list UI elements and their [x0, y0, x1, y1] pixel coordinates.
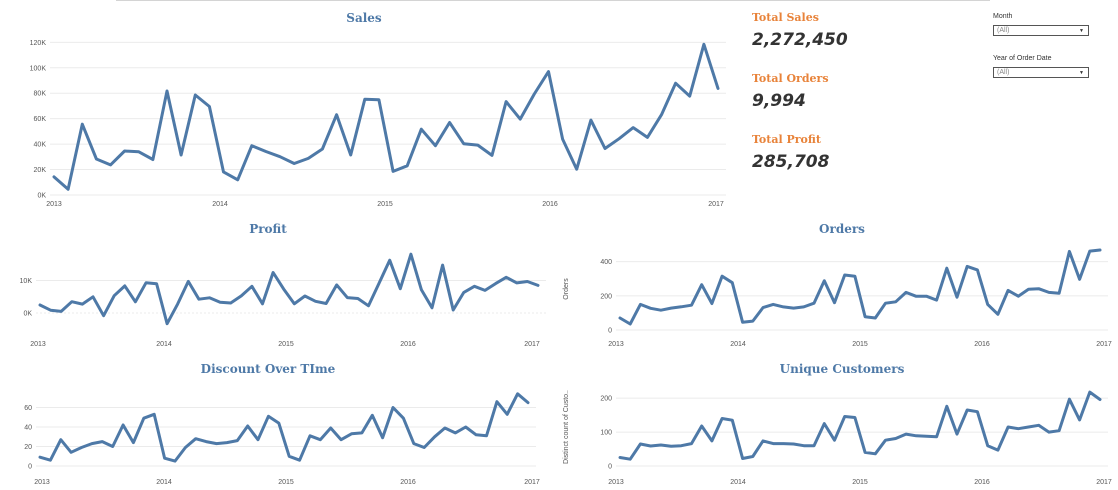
y-tick-label: 100K [30, 65, 47, 72]
x-tick-label: 2016 [400, 341, 416, 348]
month-filter-label: Month [993, 13, 1013, 20]
x-tick-label: 2017 [524, 341, 540, 348]
y-axis-title: Orders [563, 278, 570, 300]
y-tick-label: 0 [28, 464, 32, 471]
x-tick-label: 2016 [542, 201, 558, 208]
y-tick-label: 100 [600, 430, 612, 437]
x-tick-label: 2015 [278, 479, 294, 486]
x-tick-label: 2015 [852, 341, 868, 348]
x-tick-label: 2013 [34, 479, 50, 486]
y-tick-label: 60K [34, 116, 47, 123]
total-profit-label: Total Profit [752, 133, 821, 146]
month-filter-value: (All) [997, 27, 1010, 34]
series-line [618, 390, 1102, 461]
customers-chart-title: Unique Customers [779, 362, 905, 376]
month-filter-dropdown[interactable]: (All) ▼ [993, 25, 1089, 36]
y-tick-label: 20 [24, 444, 32, 451]
series-line [618, 248, 1102, 326]
y-tick-label: 20K [34, 167, 47, 174]
x-tick-label: 2016 [974, 341, 990, 348]
year-filter-value: (All) [997, 69, 1010, 76]
y-tick-label: 0K [37, 193, 46, 200]
sales-line-chart[interactable]: 0K 20K 40K 60K 80K 100K 120K 2013 2014 2015 2016 20… [4, 30, 734, 210]
x-tick-label: 2015 [278, 341, 294, 348]
discount-line-chart[interactable]: 0 20 40 60 2013 2014 2015 2016 2017 [4, 380, 554, 490]
profit-line-chart[interactable]: 0K 10K 2013 2014 2015 2016 2017 [4, 240, 554, 352]
total-profit-value: 285,708 [752, 152, 830, 172]
y-tick-label: 0 [608, 464, 612, 471]
y-tick-label: 40K [34, 142, 47, 149]
x-tick-label: 2016 [974, 479, 990, 486]
chevron-down-icon: ▼ [1079, 70, 1084, 76]
chevron-down-icon: ▼ [1079, 28, 1084, 34]
top-divider [116, 0, 990, 1]
year-filter-label: Year of Order Date [993, 55, 1052, 62]
customers-line-chart[interactable]: 0 100 200 2013 2014 2015 2016 2017 Distinct coun… [560, 380, 1116, 490]
total-sales-label: Total Sales [752, 11, 819, 24]
x-tick-label: 2014 [212, 201, 228, 208]
x-tick-label: 2014 [730, 479, 746, 486]
x-tick-label: 2013 [30, 341, 46, 348]
total-orders-label: Total Orders [752, 72, 829, 85]
orders-line-chart[interactable]: 0 200 400 2013 2014 2015 2016 2017 Orders [560, 240, 1116, 352]
x-tick-label: 2017 [524, 479, 540, 486]
x-tick-label: 2016 [400, 479, 416, 486]
y-tick-label: 200 [600, 293, 612, 300]
x-tick-label: 2015 [852, 479, 868, 486]
y-tick-label: 0 [608, 328, 612, 335]
profit-chart-title: Profit [249, 222, 287, 236]
y-tick-label: 0K [23, 311, 32, 318]
y-tick-label: 80K [34, 91, 47, 98]
total-sales-value: 2,272,450 [752, 30, 848, 50]
total-orders-value: 9,994 [752, 91, 806, 111]
x-tick-label: 2014 [156, 479, 172, 486]
y-tick-label: 60 [24, 405, 32, 412]
year-filter-dropdown[interactable]: (All) ▼ [993, 67, 1089, 78]
y-tick-label: 200 [600, 396, 612, 403]
y-tick-label: 120K [30, 40, 47, 47]
y-tick-label: 40 [24, 425, 32, 432]
series-line [52, 42, 720, 191]
x-tick-label: 2014 [730, 341, 746, 348]
series-line [38, 252, 540, 326]
x-tick-label: 2013 [608, 341, 624, 348]
x-tick-label: 2013 [46, 201, 62, 208]
x-tick-label: 2013 [608, 479, 624, 486]
sales-chart-title: Sales [346, 11, 382, 25]
x-tick-label: 2017 [1096, 341, 1112, 348]
y-tick-label: 10K [20, 278, 33, 285]
discount-chart-title: Discount Over TIme [200, 362, 336, 376]
x-tick-label: 2015 [377, 201, 393, 208]
series-line [38, 392, 530, 463]
x-tick-label: 2017 [1096, 479, 1112, 486]
x-tick-label: 2014 [156, 341, 172, 348]
y-axis-title: Distinct count of Custo.. [563, 390, 570, 464]
x-tick-label: 2017 [708, 201, 724, 208]
orders-chart-title: Orders [819, 222, 865, 236]
y-tick-label: 400 [600, 259, 612, 266]
